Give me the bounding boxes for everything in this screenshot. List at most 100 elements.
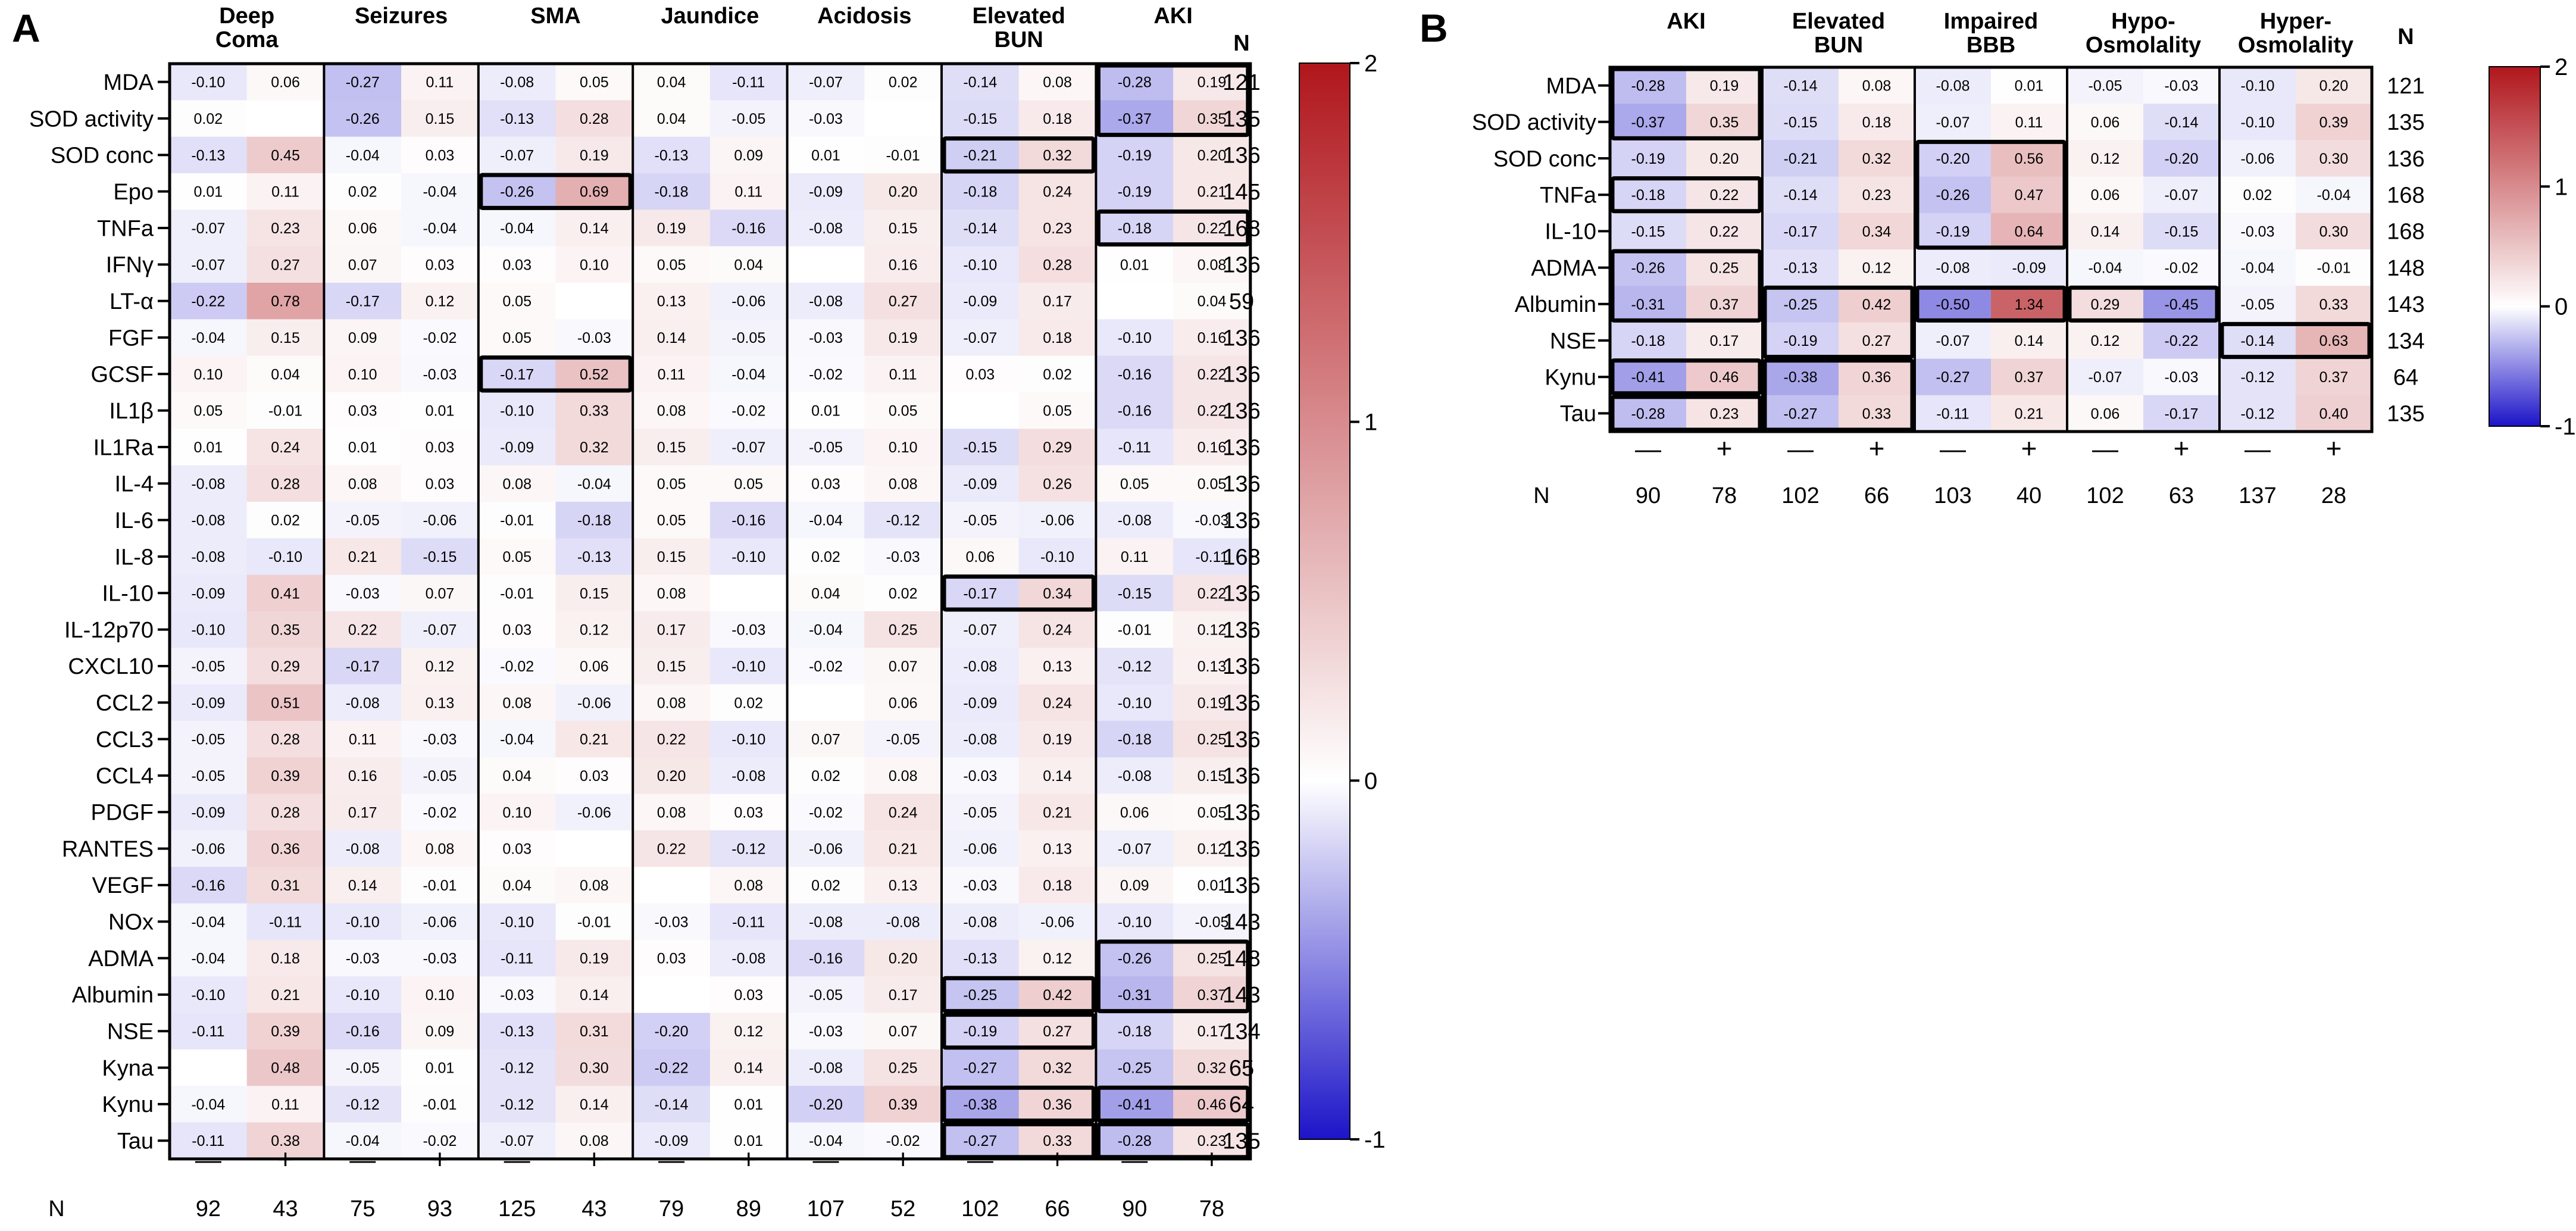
heatmap-cell bbox=[1610, 140, 1687, 177]
cell-value: -0.08 bbox=[809, 914, 843, 930]
heatmap-cell bbox=[1096, 136, 1174, 174]
cell-value: -0.02 bbox=[423, 804, 457, 821]
heatmap-cell bbox=[170, 684, 248, 721]
heatmap-cell bbox=[1096, 429, 1174, 466]
cell-value: 0.28 bbox=[1043, 257, 1072, 273]
heatmap-cell bbox=[1018, 648, 1096, 685]
cell-value: 0.17 bbox=[657, 622, 686, 639]
group-title: Osmolality bbox=[2086, 33, 2201, 58]
heatmap-cell bbox=[478, 1049, 557, 1086]
row-label: Tau bbox=[117, 1129, 154, 1154]
group-n-positive: 52 bbox=[890, 1196, 915, 1221]
cell-value: 0.08 bbox=[580, 877, 609, 894]
heatmap-cell bbox=[633, 720, 711, 758]
cell-value: 0.29 bbox=[271, 658, 300, 675]
cell-value: -0.05 bbox=[2089, 78, 2122, 95]
cell-value: -0.08 bbox=[191, 476, 225, 492]
cell-value: 0.08 bbox=[657, 403, 686, 420]
heatmap-cell bbox=[2296, 286, 2372, 323]
cell-value: -0.05 bbox=[423, 768, 457, 785]
heatmap-cell bbox=[709, 100, 788, 138]
cell-value: -0.14 bbox=[963, 74, 997, 91]
cell-value: -0.01 bbox=[2317, 260, 2351, 277]
heatmap-cell bbox=[2296, 140, 2372, 177]
cell-value: 0.11 bbox=[889, 366, 917, 383]
heatmap-cell bbox=[1762, 67, 1839, 104]
highlight-box bbox=[479, 355, 633, 393]
group-title: AKI bbox=[1153, 4, 1192, 29]
heatmap-cell bbox=[478, 355, 557, 393]
cell-value: -0.01 bbox=[423, 877, 457, 894]
group-title: BUN bbox=[1814, 33, 1863, 58]
cell-value: -0.08 bbox=[963, 914, 997, 930]
heatmap-cell bbox=[324, 684, 402, 721]
cell-value: -0.11 bbox=[732, 74, 765, 91]
heatmap-cell bbox=[401, 429, 479, 466]
cell-value: 0.78 bbox=[271, 293, 300, 310]
cell-value: -0.07 bbox=[500, 147, 534, 164]
cell-value: -0.03 bbox=[809, 330, 843, 346]
heatmap-cell bbox=[246, 210, 324, 247]
cell-value: 0.15 bbox=[426, 111, 455, 127]
heatmap-cell bbox=[633, 939, 711, 977]
heatmap-cell bbox=[170, 392, 248, 429]
row-n-value: 136 bbox=[1223, 472, 1260, 497]
heatmap-cell bbox=[787, 574, 865, 612]
heatmap-cell bbox=[709, 684, 788, 721]
cell-value: -0.05 bbox=[963, 513, 997, 529]
heatmap-cell bbox=[1686, 67, 1763, 104]
heatmap-cell bbox=[787, 173, 865, 210]
row-n-value: 136 bbox=[2387, 146, 2424, 171]
heatmap-cell bbox=[787, 429, 865, 466]
cell-value: 0.37 bbox=[2015, 369, 2044, 386]
heatmap-cell bbox=[555, 867, 633, 904]
cell-value: -0.06 bbox=[577, 804, 611, 821]
cell-value: -0.26 bbox=[1118, 951, 1152, 967]
row-label: Tau bbox=[1560, 402, 1596, 427]
heatmap-cell bbox=[864, 1049, 942, 1086]
cell-value: 0.32 bbox=[1043, 1060, 1072, 1077]
heatmap-cell bbox=[709, 903, 788, 941]
heatmap-cell bbox=[2143, 104, 2220, 140]
heatmap-cell bbox=[1173, 501, 1251, 539]
heatmap-cell bbox=[633, 429, 711, 466]
heatmap-cell bbox=[401, 100, 479, 138]
positive-label: + bbox=[586, 1143, 602, 1174]
cell-value: 0.13 bbox=[1198, 658, 1227, 675]
cell-value: 0.03 bbox=[657, 951, 686, 967]
cell-value: 0.10 bbox=[194, 366, 223, 383]
heatmap-cell bbox=[324, 282, 402, 320]
heatmap-cell bbox=[787, 939, 865, 977]
heatmap-cell bbox=[1839, 322, 1915, 360]
cell-value: 0.28 bbox=[271, 476, 300, 492]
heatmap-cell bbox=[709, 830, 788, 867]
highlight-box bbox=[479, 173, 633, 210]
cell-value: 0.23 bbox=[1198, 1133, 1227, 1149]
cell-value: -0.03 bbox=[731, 622, 765, 639]
cell-value: 0.03 bbox=[734, 987, 763, 1004]
heatmap-cell bbox=[170, 355, 248, 393]
cell-value: 0.14 bbox=[734, 1060, 763, 1077]
heatmap-cell bbox=[246, 246, 324, 283]
heatmap-cell bbox=[709, 282, 788, 320]
highlight-box bbox=[942, 976, 1096, 1014]
heatmap-cell bbox=[864, 684, 942, 721]
highlight-box bbox=[1096, 939, 1251, 1014]
cell-value: 0.14 bbox=[657, 330, 686, 346]
cell-value: -0.27 bbox=[963, 1060, 997, 1077]
cell-value: -0.04 bbox=[809, 622, 843, 639]
cell-value: 0.05 bbox=[580, 74, 609, 91]
heatmap-cell bbox=[2219, 358, 2296, 396]
cell-value: 0.01 bbox=[426, 403, 455, 420]
cell-value: 0.15 bbox=[657, 439, 686, 456]
heatmap-cell bbox=[478, 574, 557, 612]
row-label: ADMA bbox=[1531, 256, 1596, 281]
heatmap-cell bbox=[2219, 395, 2296, 432]
cell-value: 0.13 bbox=[657, 293, 686, 310]
cell-value: -0.05 bbox=[1195, 914, 1228, 930]
heatmap-cell bbox=[864, 64, 942, 101]
heatmap-cell bbox=[942, 939, 1020, 977]
cell-value: 0.06 bbox=[348, 220, 377, 237]
heatmap-cell bbox=[246, 429, 324, 466]
heatmap-cell bbox=[633, 100, 711, 138]
